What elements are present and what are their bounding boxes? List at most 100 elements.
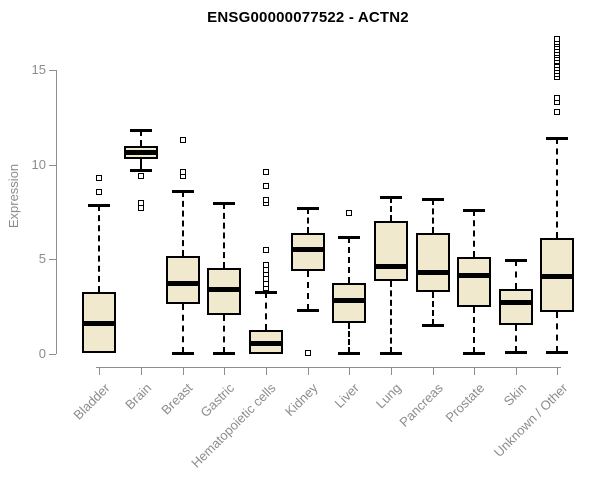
upper-whisker <box>348 236 351 283</box>
upper-whisker-cap <box>254 290 277 294</box>
lower-whisker <box>389 281 392 354</box>
median-line <box>123 149 158 155</box>
outlier-point <box>262 246 269 253</box>
median-line <box>165 281 200 287</box>
upper-whisker <box>139 129 142 146</box>
median-line <box>457 272 492 278</box>
x-axis-line <box>96 367 561 368</box>
x-tick <box>390 367 392 375</box>
lower-whisker-cap <box>463 352 486 356</box>
outlier-point <box>262 183 269 190</box>
upper-whisker-cap <box>546 137 569 141</box>
y-tick-label: 0 <box>38 346 46 361</box>
x-tick-label: Brain <box>121 380 154 413</box>
upper-whisker-cap <box>463 209 486 213</box>
outlier-point <box>554 35 561 42</box>
upper-whisker-cap <box>379 195 402 199</box>
outlier-point <box>262 262 269 268</box>
x-tick-label: Prostate <box>442 380 488 426</box>
x-tick <box>515 367 517 375</box>
lower-whisker-cap <box>338 352 361 356</box>
lower-whisker-cap <box>296 309 319 313</box>
lower-whisker <box>139 158 142 171</box>
lower-whisker <box>306 270 309 311</box>
x-tick-label: Skin <box>500 380 529 409</box>
x-tick-label: Kidney <box>281 380 321 420</box>
outlier-point <box>137 173 144 180</box>
outlier-point <box>96 189 103 196</box>
outlier-point <box>304 350 311 357</box>
x-tick-label: Liver <box>331 380 363 411</box>
y-tick-label: 10 <box>31 156 46 172</box>
x-tick <box>307 367 309 375</box>
outlier-point <box>262 276 269 283</box>
x-tick <box>474 367 476 375</box>
upper-whisker-cap <box>88 204 111 208</box>
upper-whisker-cap <box>504 259 527 263</box>
x-tick-label: Pancreas <box>395 380 446 430</box>
median-line <box>373 264 408 270</box>
upper-whisker <box>514 260 517 289</box>
lower-whisker <box>348 322 351 354</box>
x-tick-label: Bladder <box>69 380 113 423</box>
box-prostate <box>457 257 492 307</box>
outlier-point <box>179 169 186 176</box>
lower-whisker-cap <box>213 352 236 356</box>
y-tick <box>49 354 56 355</box>
lower-whisker <box>223 315 226 354</box>
lower-whisker-cap <box>504 351 527 355</box>
y-tick <box>49 70 56 71</box>
lower-whisker <box>431 291 434 325</box>
lower-whisker-cap <box>129 169 152 173</box>
upper-whisker <box>306 208 309 233</box>
outlier-point <box>96 174 103 181</box>
lower-whisker <box>514 324 517 353</box>
lower-whisker <box>556 312 559 353</box>
y-axis-title: Expression <box>6 163 21 229</box>
lower-whisker <box>181 303 184 354</box>
x-tick-label: Gastric <box>197 380 238 421</box>
y-tick-label: 5 <box>38 251 46 267</box>
median-line <box>82 321 117 327</box>
upper-whisker-cap <box>171 190 194 194</box>
x-tick-label: Breast <box>158 380 196 418</box>
upper-whisker <box>556 138 559 238</box>
outlier-point <box>262 169 269 176</box>
upper-whisker <box>181 191 184 256</box>
upper-whisker <box>431 198 434 233</box>
outlier-point <box>346 209 353 216</box>
box-breast <box>165 255 200 304</box>
y-tick <box>49 259 56 261</box>
median-line <box>332 298 367 304</box>
lower-whisker-cap <box>379 352 402 356</box>
outlier-point <box>179 137 186 144</box>
median-line <box>290 247 325 253</box>
upper-whisker <box>223 203 226 268</box>
upper-whisker-cap <box>213 202 236 206</box>
upper-whisker <box>98 205 101 292</box>
box-skin <box>498 288 533 325</box>
box-pancreas <box>415 232 450 292</box>
lower-whisker <box>473 306 476 354</box>
lower-whisker-cap <box>546 351 569 355</box>
lower-whisker-cap <box>421 323 444 327</box>
lower-whisker-cap <box>171 352 194 356</box>
upper-whisker <box>389 196 392 222</box>
upper-whisker-cap <box>338 235 361 239</box>
median-line <box>540 273 575 279</box>
upper-whisker-cap <box>129 128 152 132</box>
x-tick <box>140 367 142 375</box>
median-line <box>207 287 242 293</box>
x-tick <box>265 367 267 375</box>
upper-whisker <box>473 210 476 258</box>
upper-whisker <box>264 291 267 331</box>
outlier-point <box>137 205 144 212</box>
chart-title: ENSG00000077522 - ACTN2 <box>207 9 409 26</box>
median-line <box>415 270 450 276</box>
x-tick <box>557 367 559 375</box>
x-tick <box>182 367 184 375</box>
x-tick <box>349 367 351 375</box>
upper-whisker-cap <box>296 207 319 211</box>
x-tick <box>224 367 226 375</box>
upper-whisker-cap <box>421 197 444 201</box>
